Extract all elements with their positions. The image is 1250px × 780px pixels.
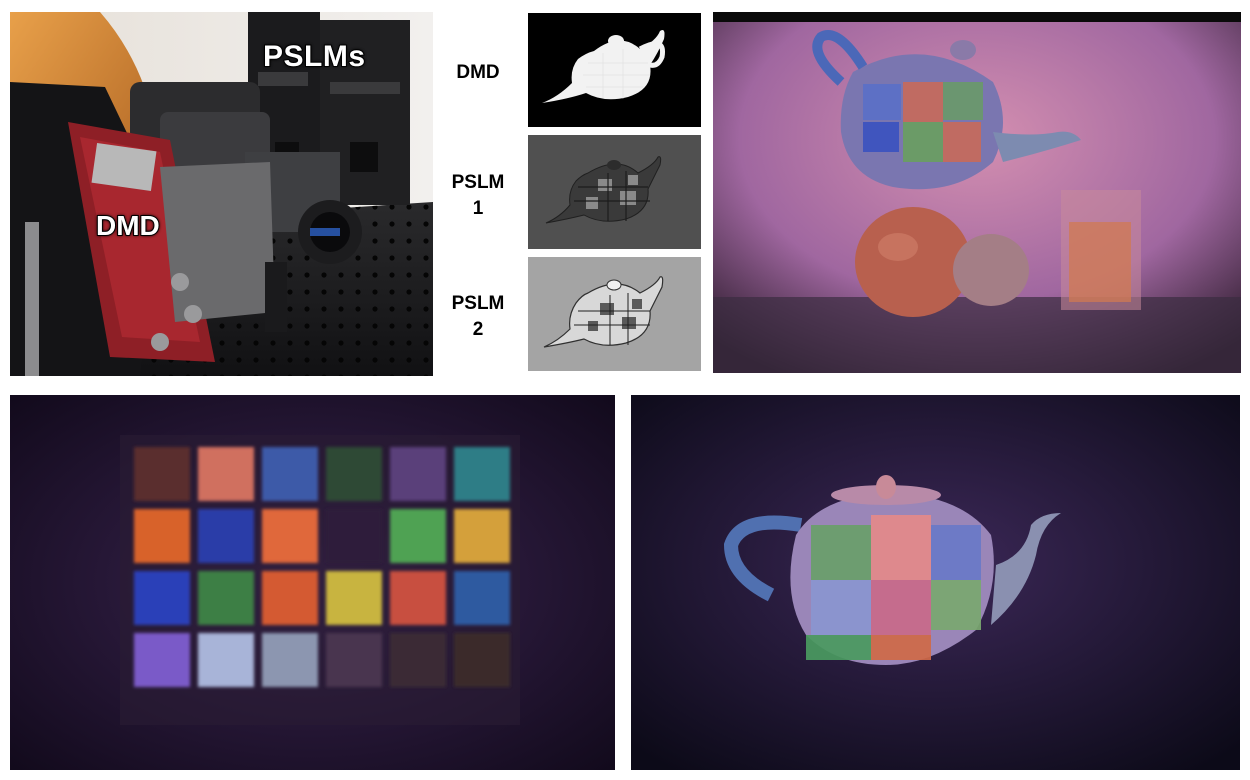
- color-swatch: [134, 571, 190, 625]
- dmd-teapot-mask: [528, 13, 701, 127]
- color-checker-hologram: [10, 395, 615, 770]
- scene-with-teapot-hologram: [713, 12, 1241, 373]
- color-swatch: [454, 509, 510, 563]
- color-swatch: [262, 447, 318, 501]
- dmd-photo-label: DMD: [95, 209, 161, 242]
- color-swatch: [134, 447, 190, 501]
- pslm2-pattern-image: [528, 257, 701, 371]
- pslm1-label-line1: PSLM: [451, 172, 505, 193]
- color-swatch: [390, 509, 446, 563]
- color-swatch: [198, 447, 254, 501]
- hardware-setup-illustration: [10, 12, 433, 376]
- dmd-pattern-image: [528, 13, 701, 127]
- color-swatch: [262, 509, 318, 563]
- pslm1-teapot-phase: [528, 135, 701, 249]
- holographic-scene-photo: [713, 12, 1241, 373]
- pslm1-label-line2: 1: [472, 197, 484, 219]
- color-swatch: [326, 571, 382, 625]
- color-swatch: [454, 447, 510, 501]
- pslm1-pattern-label: PSLM 1: [438, 170, 518, 221]
- pslm1-pattern-image: [528, 135, 701, 249]
- hardware-setup-photo: PSLMs DMD: [10, 12, 433, 376]
- pslms-label: PSLMs: [262, 39, 366, 74]
- teapot-hologram-photo: [631, 395, 1240, 770]
- color-swatch: [198, 509, 254, 563]
- color-swatch: [262, 571, 318, 625]
- color-swatch: [134, 633, 190, 687]
- color-swatch: [454, 571, 510, 625]
- color-swatch: [454, 633, 510, 687]
- color-swatch: [326, 447, 382, 501]
- pslm2-teapot-phase: [528, 257, 701, 371]
- color-swatch: [390, 571, 446, 625]
- dmd-pattern-label-text: DMD: [456, 62, 500, 83]
- color-swatch: [326, 633, 382, 687]
- color-chart-hologram-photo: [10, 395, 615, 770]
- color-swatch: [390, 447, 446, 501]
- pslm2-pattern-label: PSLM 2: [438, 291, 518, 342]
- dmd-pattern-label: DMD: [438, 60, 518, 86]
- color-swatch: [134, 509, 190, 563]
- pslm2-label-line2: 2: [472, 318, 484, 340]
- teapot-hologram: [631, 395, 1240, 770]
- color-swatch: [198, 633, 254, 687]
- color-swatch: [198, 571, 254, 625]
- color-swatch: [326, 509, 382, 563]
- pslm2-label-line1: PSLM: [451, 293, 505, 314]
- color-swatch: [262, 633, 318, 687]
- color-swatch: [390, 633, 446, 687]
